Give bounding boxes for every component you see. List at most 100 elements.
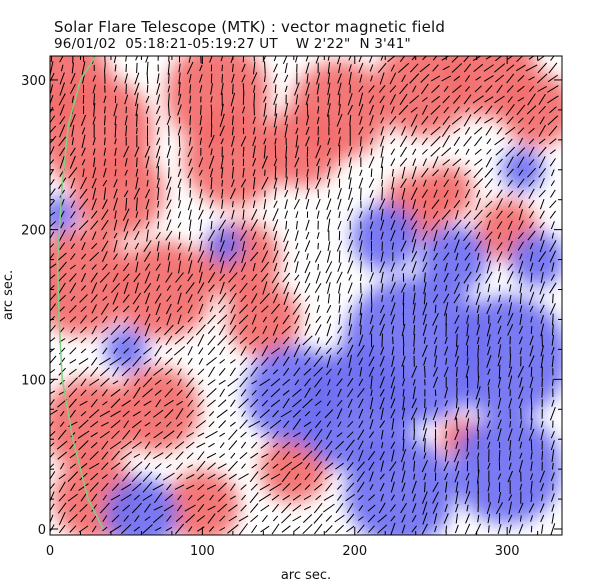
field-vector (58, 511, 66, 526)
field-vector (152, 452, 164, 460)
field-vector (131, 502, 142, 514)
field-vector (92, 75, 96, 82)
field-vector (285, 145, 288, 159)
field-vector (92, 84, 96, 94)
field-vector (476, 252, 480, 261)
field-vector (391, 295, 395, 302)
field-vector (219, 346, 226, 356)
field-vector (338, 250, 341, 263)
field-vector (252, 116, 256, 125)
field-vector (537, 56, 546, 62)
field-vector (304, 240, 311, 252)
field-vector (530, 397, 533, 410)
field-vector (485, 85, 493, 93)
x-axis-label: arc sec. (281, 568, 331, 583)
field-vector (314, 461, 323, 472)
negative-polarity-region (510, 232, 562, 287)
field-vector (495, 148, 504, 156)
field-vector (453, 167, 460, 179)
field-vector (379, 95, 385, 104)
field-vector (188, 240, 193, 252)
field-vector (80, 337, 87, 344)
field-vector (80, 177, 87, 190)
field-vector (497, 376, 502, 388)
field-vector (261, 305, 269, 313)
field-vector (401, 126, 406, 136)
field-vector (518, 428, 524, 442)
field-vector (262, 242, 267, 250)
field-vector (369, 64, 374, 72)
field-vector (345, 493, 355, 502)
field-vector (348, 71, 352, 85)
field-vector (465, 365, 470, 378)
field-vector (144, 441, 151, 450)
field-vector (207, 399, 216, 407)
field-vector (552, 293, 554, 304)
field-vector (474, 148, 482, 155)
field-vector (273, 177, 278, 189)
field-vector (390, 138, 396, 145)
field-vector (486, 502, 492, 515)
field-vector (304, 378, 311, 387)
field-vector (103, 137, 106, 146)
field-vector (281, 502, 292, 514)
field-vector (369, 221, 374, 230)
field-vector (78, 220, 89, 231)
field-vector (164, 399, 174, 407)
field-vector (292, 483, 302, 492)
field-vector (305, 82, 310, 96)
field-vector (196, 460, 206, 472)
field-vector (401, 117, 406, 124)
field-vector (540, 345, 544, 357)
field-vector (91, 242, 98, 250)
field-vector (456, 333, 458, 347)
field-vector (241, 274, 246, 281)
field-vector (295, 177, 299, 189)
field-vector (110, 494, 121, 501)
field-vector (294, 473, 300, 480)
field-vector (112, 272, 119, 283)
field-vector (197, 526, 205, 532)
field-vector (422, 428, 427, 442)
field-vector (189, 106, 192, 114)
field-vector (508, 200, 513, 208)
field-vector (184, 504, 196, 512)
field-vector (305, 115, 310, 126)
field-vector (210, 124, 213, 138)
field-vector (357, 429, 365, 441)
field-vector (156, 137, 161, 146)
field-vector (367, 450, 376, 461)
field-vector (263, 138, 267, 145)
field-vector (295, 135, 299, 148)
field-vector (241, 220, 246, 230)
field-vector (273, 316, 278, 323)
field-vector (280, 410, 292, 418)
field-vector (70, 211, 76, 219)
field-vector (113, 315, 118, 324)
field-vector (144, 367, 151, 377)
field-vector (260, 431, 270, 438)
field-vector (400, 283, 407, 293)
field-vector (189, 115, 191, 126)
field-vector (282, 56, 288, 65)
field-vector (221, 179, 224, 187)
field-vector (187, 198, 193, 211)
field-vector (304, 260, 311, 274)
field-vector (303, 495, 312, 501)
field-vector (370, 75, 373, 82)
field-vector (185, 514, 196, 524)
polarity-regions (50, 56, 562, 535)
field-vector (99, 367, 110, 377)
field-vector (132, 429, 142, 441)
field-vector (464, 189, 471, 199)
field-vector (79, 294, 88, 303)
field-vector (282, 389, 290, 396)
field-vector (445, 419, 448, 429)
field-vector (292, 303, 302, 315)
field-vector (496, 158, 503, 166)
field-vector (551, 335, 555, 346)
field-vector (231, 241, 235, 251)
field-vector (317, 136, 320, 146)
field-vector (157, 165, 160, 180)
field-vector (251, 326, 257, 334)
